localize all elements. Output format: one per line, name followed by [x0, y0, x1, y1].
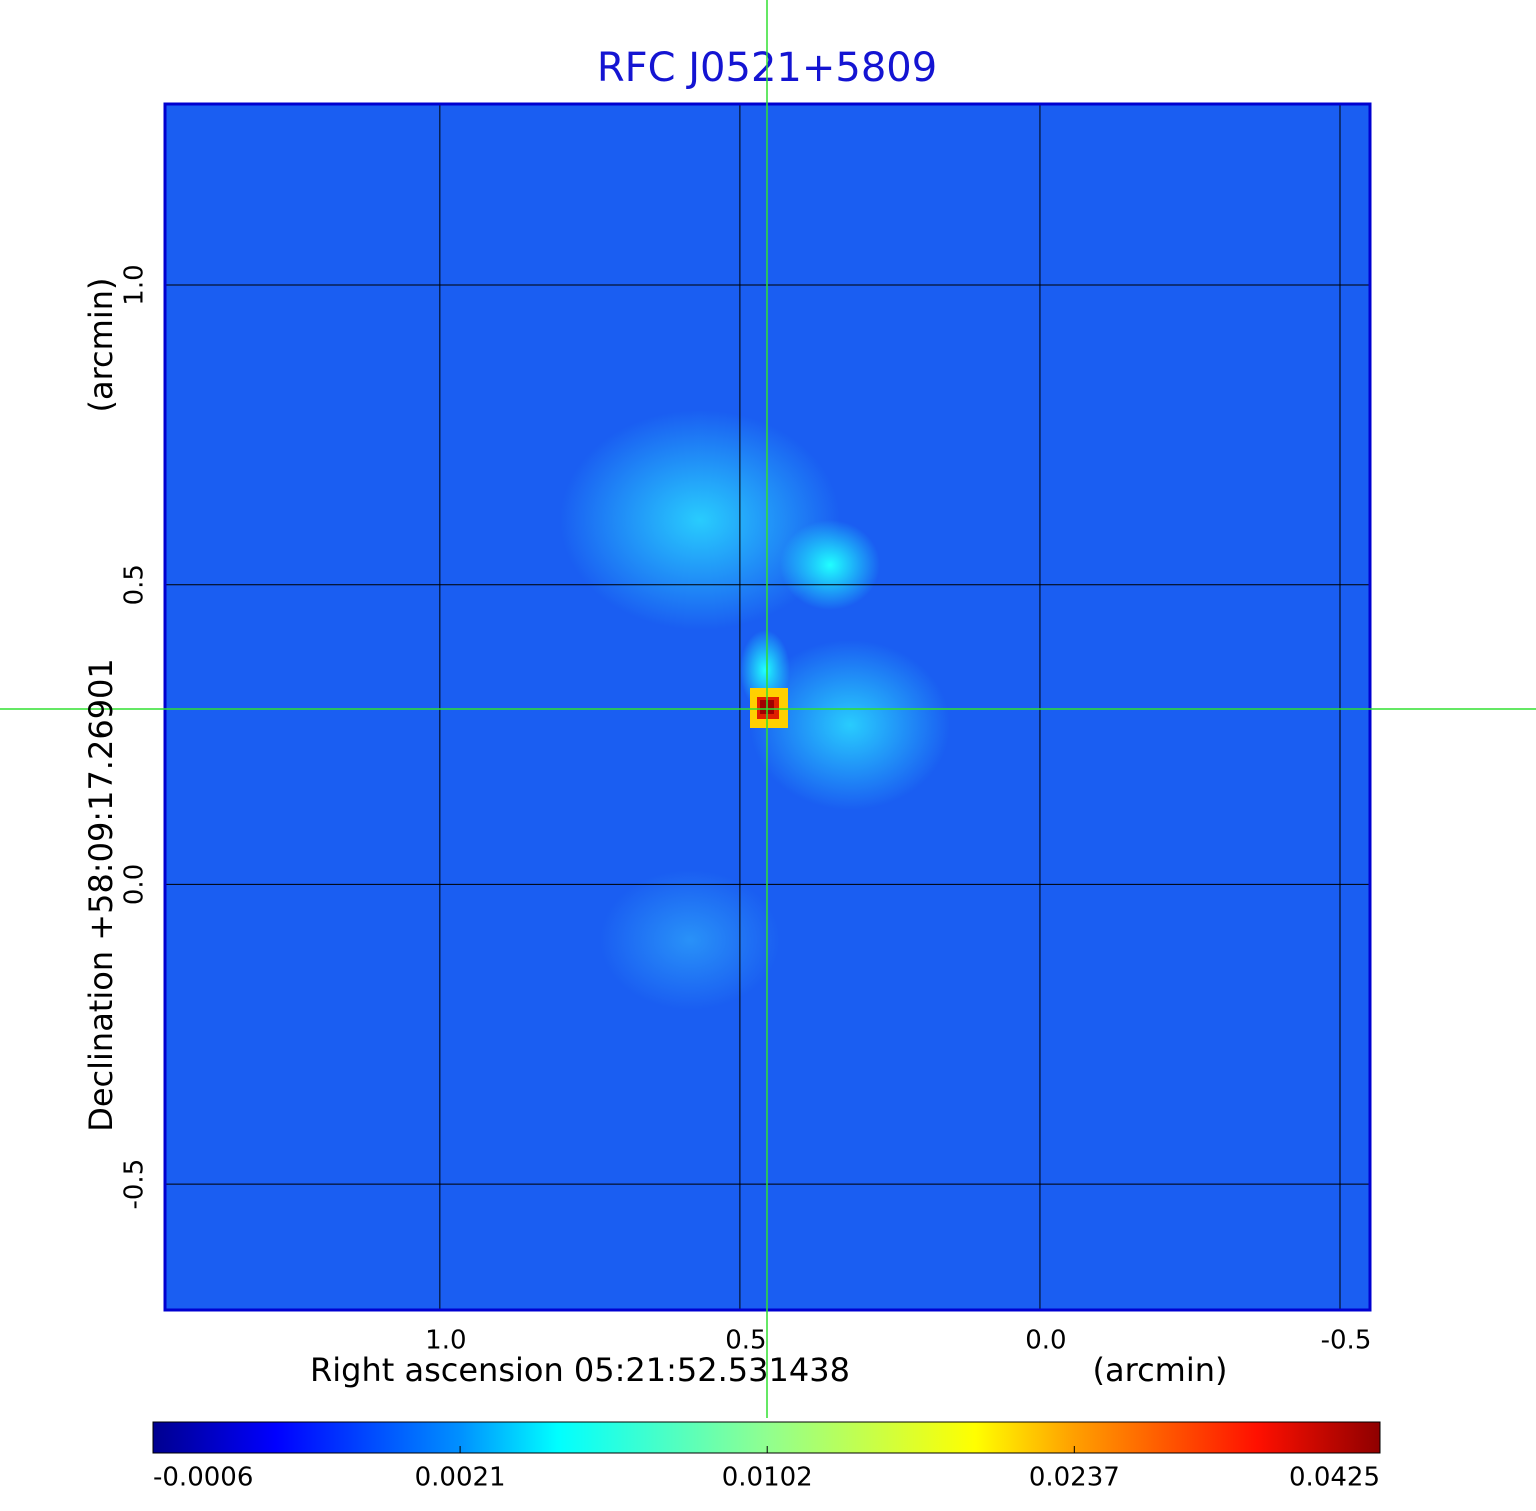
y-axis-unit: (arcmin) [82, 278, 120, 413]
y-axis-label: Declination +58:09:17.26901 [82, 658, 120, 1132]
colorbar-tick-label: -0.0006 [153, 1463, 253, 1493]
y-tick-label: 0.5 [120, 564, 150, 605]
colorbar-tick-label: 0.0021 [415, 1463, 506, 1493]
colorbar-tick-label: 0.0425 [1289, 1463, 1380, 1493]
x-tick-label: 0.0 [1025, 1326, 1066, 1356]
y-tick-label: 1.0 [120, 264, 150, 305]
x-tick-label: 1.0 [425, 1326, 466, 1356]
x-tick-label: -0.5 [1321, 1326, 1372, 1356]
y-tick-label: 0.0 [120, 864, 150, 905]
x-axis-unit: (arcmin) [1093, 1351, 1228, 1389]
colorbar-tick-label: 0.0102 [722, 1463, 813, 1493]
x-axis-label: Right ascension 05:21:52.531438 [310, 1351, 850, 1389]
colorbar-tick-label: 0.0237 [1029, 1463, 1120, 1493]
x-tick-label: 0.5 [725, 1326, 766, 1356]
colorbar [152, 1421, 1381, 1454]
y-tick-label: -0.5 [120, 1159, 150, 1210]
